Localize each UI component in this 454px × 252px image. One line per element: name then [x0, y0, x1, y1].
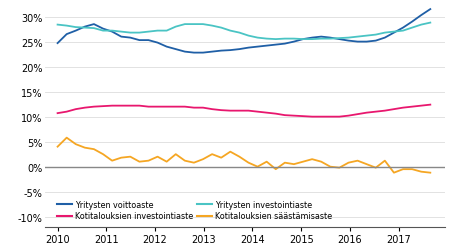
Legend: Yritysten voittoaste, Kotitalouksien investointiaste, Yritysten investointiaste,: Yritysten voittoaste, Kotitalouksien inv… — [57, 200, 332, 220]
